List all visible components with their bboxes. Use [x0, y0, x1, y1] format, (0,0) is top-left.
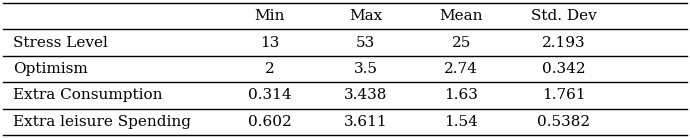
Text: 1.54: 1.54: [444, 115, 478, 129]
Text: Std. Dev: Std. Dev: [531, 9, 597, 23]
Text: 0.602: 0.602: [248, 115, 292, 129]
Text: 3.611: 3.611: [344, 115, 387, 129]
Text: 1.63: 1.63: [444, 88, 478, 103]
Text: 13: 13: [260, 35, 279, 50]
Text: 25: 25: [452, 35, 471, 50]
Text: Min: Min: [255, 9, 285, 23]
Text: 2: 2: [265, 62, 275, 76]
Text: Max: Max: [349, 9, 382, 23]
Text: 0.5382: 0.5382: [538, 115, 591, 129]
Text: 0.314: 0.314: [248, 88, 291, 103]
Text: Stress Level: Stress Level: [13, 35, 108, 50]
Text: Mean: Mean: [440, 9, 483, 23]
Text: 2.193: 2.193: [542, 35, 586, 50]
Text: 3.438: 3.438: [344, 88, 387, 103]
Text: 2.74: 2.74: [444, 62, 478, 76]
Text: Extra Consumption: Extra Consumption: [13, 88, 163, 103]
Text: 3.5: 3.5: [353, 62, 377, 76]
Text: 1.761: 1.761: [542, 88, 586, 103]
Text: Extra leisure Spending: Extra leisure Spending: [13, 115, 191, 129]
Text: Optimism: Optimism: [13, 62, 88, 76]
Text: 53: 53: [356, 35, 375, 50]
Text: 0.342: 0.342: [542, 62, 586, 76]
